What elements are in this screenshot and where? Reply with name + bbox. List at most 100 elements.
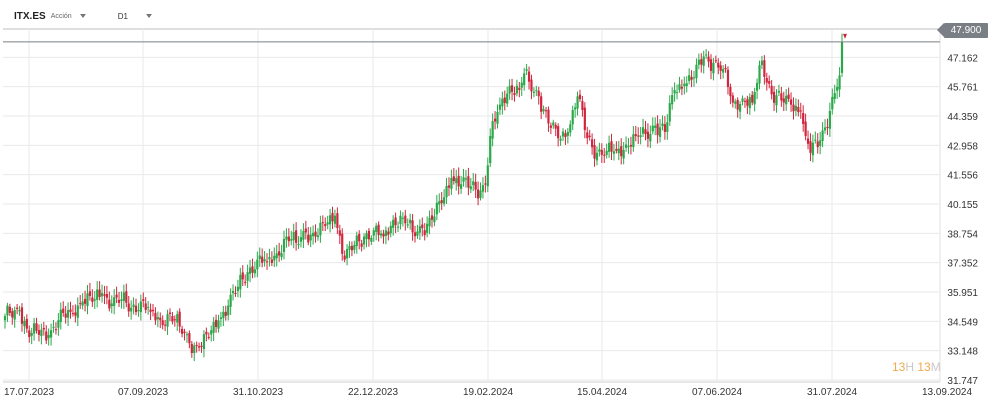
candle-body (561, 131, 565, 137)
candle-body (571, 109, 574, 125)
candle-body (535, 90, 538, 92)
candle-body (18, 309, 21, 312)
candle-body (275, 253, 278, 259)
candle-body (714, 60, 717, 62)
candle-body (789, 99, 793, 105)
countdown-minutes-unit: M (930, 360, 941, 374)
candle-body (23, 320, 26, 327)
candle-body (76, 305, 79, 318)
candle-body (802, 113, 805, 124)
candle-body (40, 329, 43, 337)
candle-body (239, 274, 242, 290)
candle-body (151, 309, 155, 312)
candle-body (617, 148, 620, 154)
candle-body (115, 294, 118, 298)
candle-body (775, 95, 778, 106)
candle-body (755, 82, 759, 91)
symbol-dropdown-icon[interactable] (79, 14, 86, 18)
candle-body (231, 290, 235, 294)
candle-body (819, 140, 822, 146)
candle-body (88, 291, 92, 296)
candle-body (792, 104, 795, 112)
candle-body (717, 62, 720, 68)
candle-body (188, 333, 191, 344)
candle-body (185, 334, 189, 336)
candle-body (433, 216, 436, 223)
candle-body (350, 245, 354, 251)
countdown-minutes: 13 (917, 360, 931, 374)
candle-countdown: 13H 13M (892, 360, 941, 374)
candle-body (765, 78, 768, 83)
timeframe-label[interactable]: D1 (117, 11, 128, 21)
candle-body (343, 255, 346, 260)
candle-body (826, 126, 829, 128)
candle-body (772, 91, 776, 103)
candle-body (205, 331, 208, 335)
candle-body (159, 317, 162, 321)
candle-body (537, 90, 540, 97)
candle-body (316, 235, 320, 238)
candle-body (321, 222, 324, 224)
candle-body (658, 127, 662, 137)
candle-body (57, 320, 60, 328)
candle-body (569, 124, 572, 133)
x-tick-label: 22.12.2023 (348, 387, 398, 398)
candle-body (345, 248, 349, 259)
candle-body (66, 310, 70, 318)
candle-body (137, 310, 140, 312)
candle-body (671, 95, 674, 105)
candle-body (409, 219, 412, 224)
candle-body (248, 267, 252, 274)
candle-body (353, 244, 356, 250)
candle-body (588, 135, 591, 138)
candle-body (103, 294, 106, 296)
candle-body (290, 239, 293, 241)
candle-body (176, 314, 179, 323)
candle-body (748, 97, 751, 109)
candle-body (675, 92, 679, 94)
candle-body (787, 94, 790, 99)
candle-body (113, 297, 116, 307)
candle-body (544, 110, 548, 112)
candle-body (435, 202, 438, 215)
candle-body (83, 298, 87, 304)
candle-body (722, 69, 725, 73)
timeframe-dropdown-icon[interactable] (145, 14, 152, 18)
y-tick-label: 45.761 (947, 83, 978, 94)
y-tick-label: 41.556 (947, 171, 978, 182)
candle-body (685, 83, 688, 87)
candle-body (564, 133, 567, 137)
candle-body (632, 134, 635, 148)
candle-body (13, 310, 16, 320)
candle-body (234, 293, 237, 295)
candle-body (455, 178, 458, 184)
candle-body (525, 69, 528, 71)
candle-body (392, 219, 395, 228)
candle-body (98, 289, 101, 297)
candle-body (171, 316, 174, 322)
candle-body (503, 97, 506, 103)
y-tick-label: 37.352 (947, 259, 978, 270)
candle-body (331, 212, 334, 222)
candle-body (840, 41, 844, 73)
candle-body (498, 104, 502, 110)
candle-body (214, 319, 218, 327)
candle-body (236, 286, 240, 292)
candle-body (799, 110, 802, 112)
y-tick-label: 38.754 (947, 229, 978, 240)
candle-body (768, 80, 771, 84)
candle-body (634, 134, 637, 137)
candle-body (450, 177, 453, 189)
candle-body (794, 105, 798, 111)
candle-body (3, 316, 7, 321)
y-tick-label: 42.958 (947, 141, 978, 152)
candle-body (253, 269, 256, 274)
y-tick-label: 35.951 (947, 288, 978, 299)
candle-body (426, 223, 429, 233)
candle-body (481, 185, 485, 192)
candle-body (367, 230, 371, 240)
candle-body (629, 144, 633, 147)
candle-body (195, 344, 198, 346)
